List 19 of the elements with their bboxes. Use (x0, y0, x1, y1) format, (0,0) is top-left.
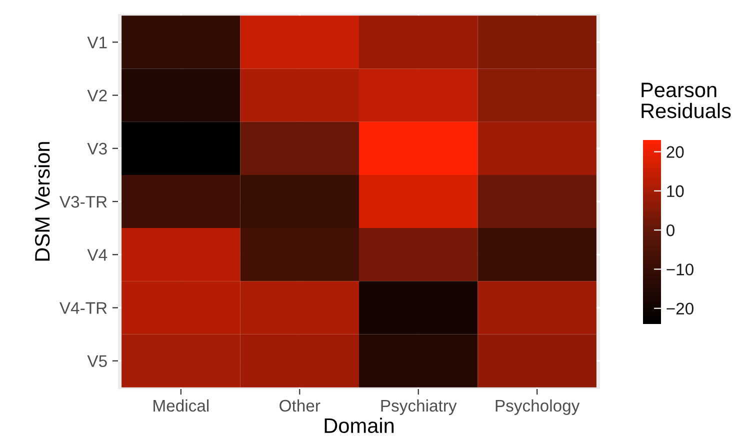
x-tick-label: Psychiatry (381, 399, 457, 415)
color-bar-label: −10 (666, 264, 694, 276)
y-tick-label: V1 (87, 36, 107, 48)
x-tick-label: Medical (154, 399, 209, 412)
y-axis-title: DSM Version (34, 142, 50, 261)
color-bar-label: 10 (667, 185, 684, 198)
y-tick-label: V4 (87, 249, 108, 261)
y-tick-label: V3 (87, 142, 107, 155)
y-tick-label: V3-TR (60, 196, 107, 208)
color-bar-title: Pearson Residuals (642, 82, 731, 118)
x-tick-label: Other (280, 399, 320, 412)
x-axis-title: Domain (324, 418, 394, 434)
y-tick-label: V2 (87, 90, 107, 102)
color-bar-label: 0 (666, 224, 674, 236)
y-tick-label: V4-TR (60, 302, 107, 314)
color-bar-label: 20 (666, 146, 684, 158)
y-tick-label: V5 (87, 355, 107, 368)
color-bar-label: −20 (666, 302, 694, 315)
x-tick-label: Psychology (496, 399, 580, 415)
